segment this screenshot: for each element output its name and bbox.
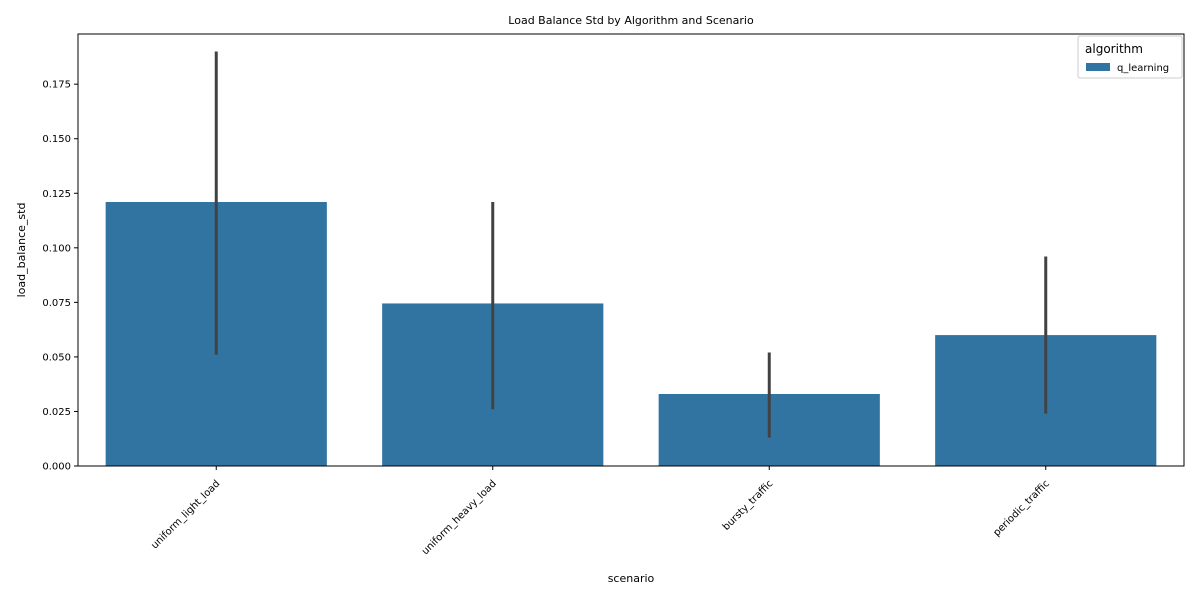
- y-tick-label: 0.025: [42, 407, 71, 418]
- x-axis-label: scenario: [608, 572, 655, 585]
- y-tick-label: 0.075: [42, 298, 71, 309]
- y-tick-label: 0.150: [42, 134, 71, 145]
- legend-entry-q-learning: q_learning: [1117, 63, 1169, 74]
- y-tick-label: 0.100: [42, 243, 71, 254]
- legend: algorithm q_learning: [1077, 35, 1183, 79]
- plot-area: 0.000 0.025 0.050 0.075 0.100 0.125 0.150 0.175…: [42, 33, 1185, 557]
- x-tick-label-bursty_traffic: bursty_traffic: [721, 478, 776, 533]
- legend-title: algorithm: [1085, 42, 1143, 56]
- chart-title: Load Balance Std by Algorithm and Scenar…: [508, 14, 754, 27]
- legend-swatch: [1086, 63, 1110, 71]
- x-tick-label-periodic_traffic: periodic_traffic: [991, 478, 1051, 538]
- axes-frame: [77, 33, 1185, 467]
- y-tick-label: 0.050: [42, 352, 71, 363]
- y-tick-label: 0.000: [42, 462, 71, 473]
- y-tick-label: 0.175: [42, 80, 71, 91]
- x-tick-label-uniform_light_load: uniform_light_load: [149, 478, 222, 551]
- y-tick-label: 0.125: [42, 189, 71, 200]
- y-axis-label: load_balance_std: [15, 203, 28, 298]
- x-tick-label-uniform_heavy_load: uniform_heavy_load: [420, 478, 499, 557]
